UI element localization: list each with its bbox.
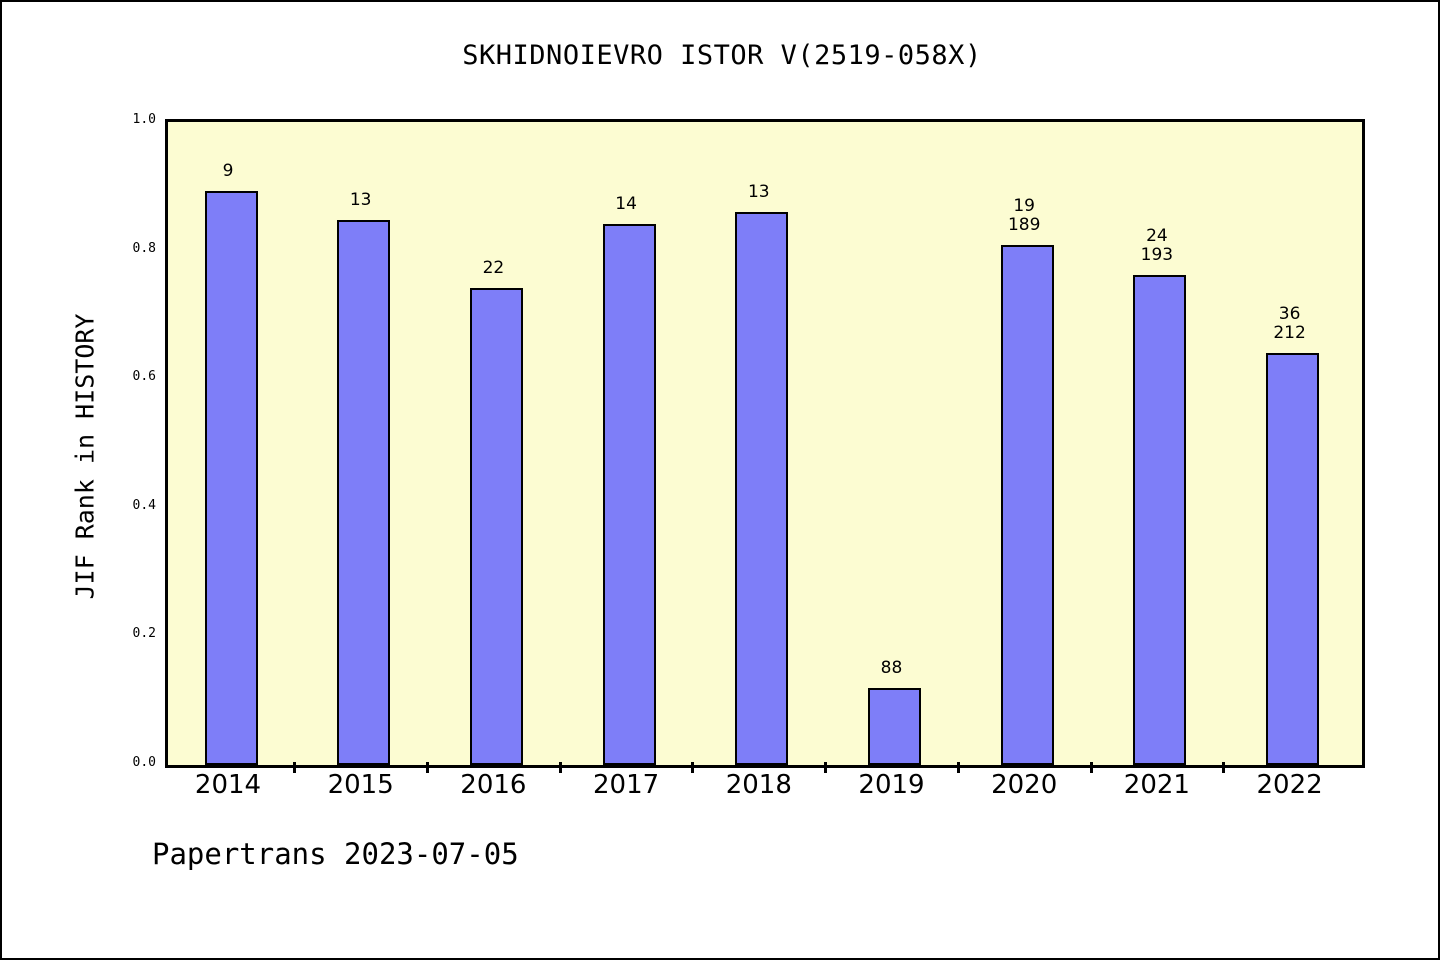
x-tick-label-2016: 2016: [460, 770, 527, 800]
bar-label-2014: 9: [222, 160, 234, 181]
bar-label-2019: 88: [880, 657, 903, 678]
bar-2016: [469, 287, 523, 765]
x-tick-label-2020: 2020: [991, 770, 1058, 800]
x-tick-mark-1: [426, 762, 430, 773]
bar-2017: [602, 224, 656, 765]
bar-2014: [204, 190, 258, 765]
bar-2022: [1266, 352, 1320, 765]
x-tick-mark-4: [824, 762, 828, 773]
bar-label-2015: 13: [349, 189, 372, 210]
y-tick-label-0.2: 0.2: [132, 626, 156, 642]
y-axis-title: JIF Rank in HISTORY: [70, 313, 100, 600]
y-tick-label-0.8: 0.8: [132, 240, 156, 256]
x-tick-mark-6: [1089, 762, 1093, 773]
x-tick-mark-3: [691, 762, 695, 773]
y-tick-label-0.0: 0.0: [132, 755, 156, 770]
bar-label-2021: 24 193: [1140, 226, 1174, 266]
x-tick-mark-7: [1222, 762, 1226, 773]
chart-title: SKHIDNOIEVRO ISTOR V(2519-058X): [462, 40, 982, 71]
x-tick-label-2019: 2019: [858, 770, 925, 800]
x-tick-label-2022: 2022: [1256, 770, 1323, 800]
bar-2021: [1133, 275, 1187, 765]
bar-2019: [868, 687, 921, 765]
x-tick-mark-5: [956, 762, 960, 773]
x-tick-label-2015: 2015: [327, 770, 394, 800]
bar-2020: [1000, 244, 1054, 765]
plot-area: [165, 119, 1365, 768]
x-tick-mark-2: [558, 762, 562, 773]
y-tick-label-0.6: 0.6: [132, 369, 156, 385]
y-tick-label-1.0: 1.0: [132, 112, 156, 127]
x-tick-mark-0: [293, 762, 297, 773]
x-tick-label-2017: 2017: [593, 770, 660, 800]
bar-label-2017: 14: [615, 194, 637, 215]
x-tick-label-2018: 2018: [725, 770, 792, 800]
bar-label-2020: 19 189: [1007, 195, 1041, 235]
bar-label-2016: 22: [482, 257, 505, 278]
bar-label-2018: 13: [747, 182, 770, 203]
footer-annotation: Papertrans 2023-07-05: [152, 837, 519, 871]
bar-label-2022: 36 212: [1273, 303, 1306, 343]
bar-2015: [337, 219, 391, 765]
bar-2018: [735, 212, 789, 765]
x-tick-label-2021: 2021: [1123, 770, 1190, 800]
bars-container: [168, 122, 1362, 765]
x-tick-label-2014: 2014: [194, 770, 262, 800]
y-tick-label-0.4: 0.4: [132, 497, 156, 513]
